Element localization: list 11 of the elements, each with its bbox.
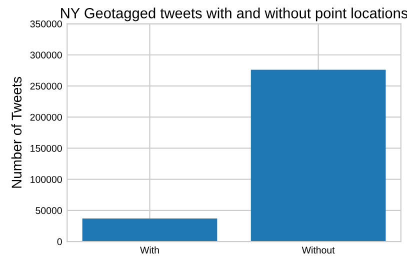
- y-tick-label: 200000: [30, 114, 62, 121]
- y-tick-label: 50000: [36, 207, 62, 214]
- y-tick-label: 0: [57, 238, 62, 246]
- x-tick-label: With: [140, 246, 159, 254]
- y-tick-label: 300000: [30, 52, 62, 58]
- y-tick-label: 150000: [30, 144, 62, 152]
- y-tick-label: 100000: [30, 176, 62, 183]
- y-tick-label: 350000: [30, 20, 62, 28]
- y-axis-title: Number of Tweets: [11, 76, 22, 188]
- y-tick-label: 250000: [30, 82, 62, 90]
- x-tick-label: Without: [302, 246, 335, 254]
